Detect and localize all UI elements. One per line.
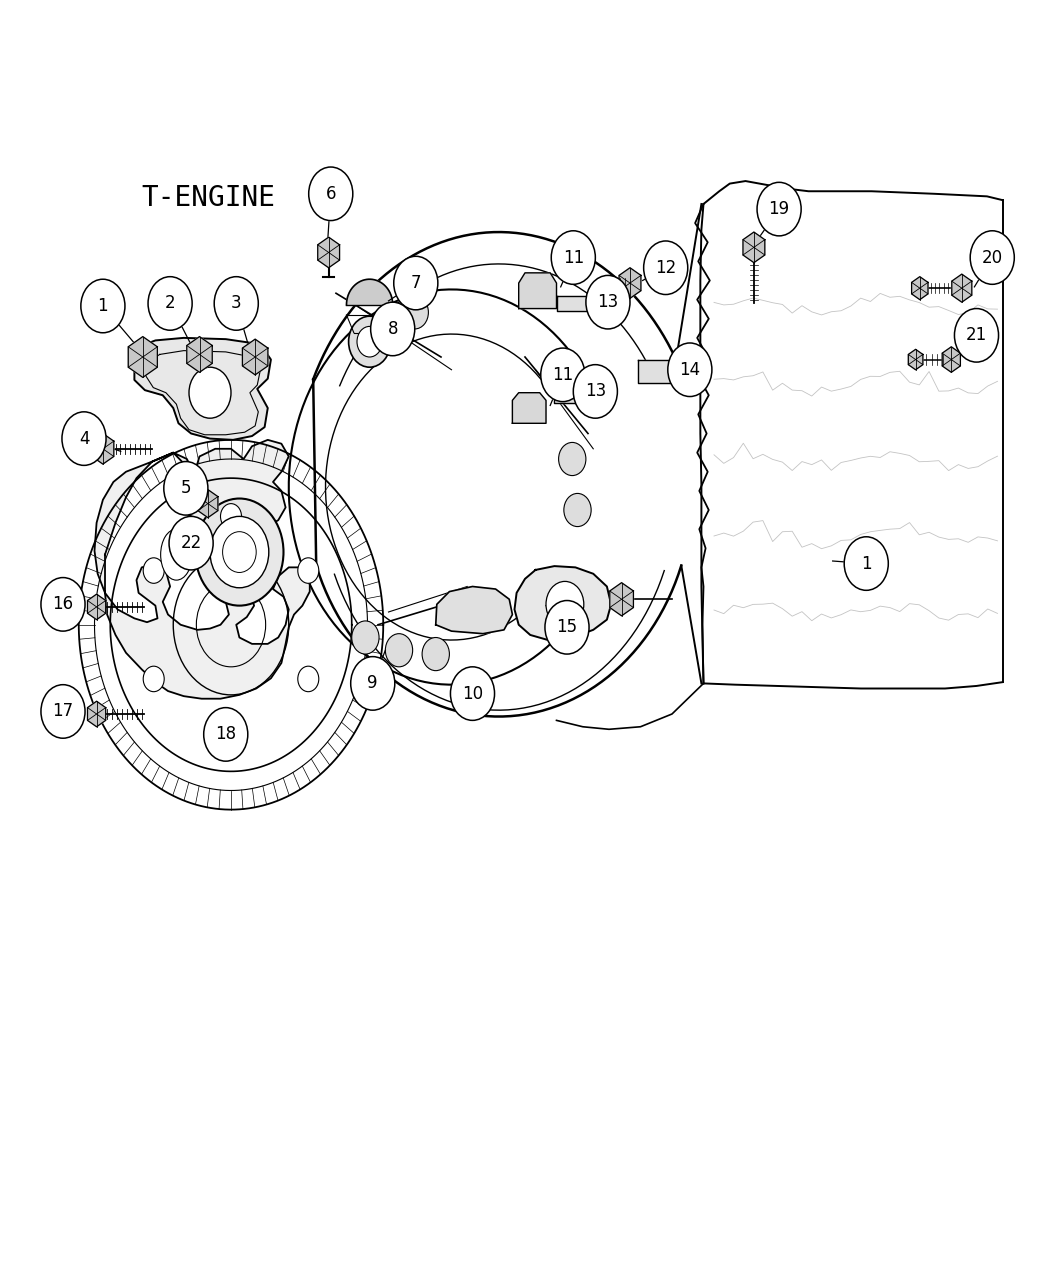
- Text: 22: 22: [181, 534, 202, 552]
- Circle shape: [559, 442, 586, 476]
- Circle shape: [541, 348, 585, 402]
- Polygon shape: [197, 490, 218, 518]
- Polygon shape: [134, 338, 271, 440]
- Circle shape: [545, 601, 589, 654]
- Polygon shape: [908, 349, 923, 370]
- Text: 9: 9: [368, 674, 378, 692]
- Circle shape: [546, 581, 584, 627]
- Circle shape: [41, 685, 85, 738]
- Circle shape: [143, 558, 164, 584]
- Text: 4: 4: [79, 430, 89, 448]
- Polygon shape: [610, 583, 633, 616]
- Polygon shape: [911, 277, 928, 300]
- Circle shape: [644, 241, 688, 295]
- Text: 13: 13: [597, 293, 618, 311]
- Text: 18: 18: [215, 725, 236, 743]
- Polygon shape: [436, 586, 512, 634]
- Polygon shape: [942, 347, 961, 372]
- Circle shape: [169, 516, 213, 570]
- Text: 15: 15: [556, 618, 578, 636]
- Circle shape: [422, 638, 449, 671]
- Polygon shape: [951, 274, 972, 302]
- Circle shape: [371, 302, 415, 356]
- Circle shape: [573, 365, 617, 418]
- Circle shape: [143, 666, 164, 691]
- Circle shape: [668, 343, 712, 397]
- Circle shape: [757, 182, 801, 236]
- Circle shape: [195, 499, 284, 606]
- Polygon shape: [92, 434, 113, 464]
- Circle shape: [385, 634, 413, 667]
- Circle shape: [164, 462, 208, 515]
- Polygon shape: [87, 701, 106, 727]
- Circle shape: [564, 493, 591, 527]
- Text: 21: 21: [966, 326, 987, 344]
- Text: 17: 17: [52, 703, 74, 720]
- Circle shape: [844, 537, 888, 590]
- Text: 20: 20: [982, 249, 1003, 266]
- Circle shape: [351, 657, 395, 710]
- Circle shape: [41, 578, 85, 631]
- Text: T-ENGINE: T-ENGINE: [142, 184, 276, 212]
- Circle shape: [357, 326, 382, 357]
- Polygon shape: [318, 237, 339, 268]
- Text: 6: 6: [326, 185, 336, 203]
- Ellipse shape: [161, 529, 192, 580]
- Circle shape: [210, 516, 269, 588]
- Text: 3: 3: [231, 295, 242, 312]
- Text: 14: 14: [679, 361, 700, 379]
- Circle shape: [309, 167, 353, 221]
- Polygon shape: [346, 279, 393, 305]
- Circle shape: [954, 309, 999, 362]
- Circle shape: [220, 720, 242, 746]
- Polygon shape: [512, 393, 546, 423]
- Circle shape: [189, 367, 231, 418]
- Text: 1: 1: [98, 297, 108, 315]
- Circle shape: [62, 412, 106, 465]
- Circle shape: [220, 504, 242, 529]
- Text: 2: 2: [165, 295, 175, 312]
- Circle shape: [401, 296, 428, 329]
- Circle shape: [349, 316, 391, 367]
- Polygon shape: [94, 440, 310, 699]
- Polygon shape: [128, 337, 158, 377]
- Text: 1: 1: [861, 555, 872, 572]
- Polygon shape: [187, 337, 212, 372]
- Circle shape: [204, 708, 248, 761]
- Text: 13: 13: [585, 382, 606, 400]
- Polygon shape: [519, 273, 557, 309]
- Circle shape: [214, 277, 258, 330]
- Polygon shape: [638, 360, 680, 382]
- Circle shape: [298, 558, 319, 584]
- Text: 10: 10: [462, 685, 483, 703]
- Circle shape: [364, 315, 392, 348]
- Circle shape: [148, 277, 192, 330]
- Circle shape: [352, 621, 379, 654]
- Circle shape: [298, 666, 319, 691]
- Circle shape: [970, 231, 1014, 284]
- Circle shape: [450, 667, 495, 720]
- Polygon shape: [556, 296, 590, 311]
- Polygon shape: [514, 566, 611, 640]
- Polygon shape: [243, 339, 268, 375]
- Text: 5: 5: [181, 479, 191, 497]
- Text: 12: 12: [655, 259, 676, 277]
- Text: 8: 8: [387, 320, 398, 338]
- Circle shape: [551, 231, 595, 284]
- Text: 11: 11: [552, 366, 573, 384]
- Circle shape: [394, 256, 438, 310]
- Text: 11: 11: [563, 249, 584, 266]
- Text: 7: 7: [411, 274, 421, 292]
- Polygon shape: [87, 594, 106, 620]
- Polygon shape: [554, 388, 588, 403]
- Text: 19: 19: [769, 200, 790, 218]
- Polygon shape: [743, 232, 764, 263]
- Circle shape: [586, 275, 630, 329]
- Polygon shape: [620, 268, 640, 298]
- Text: 16: 16: [52, 595, 74, 613]
- Circle shape: [81, 279, 125, 333]
